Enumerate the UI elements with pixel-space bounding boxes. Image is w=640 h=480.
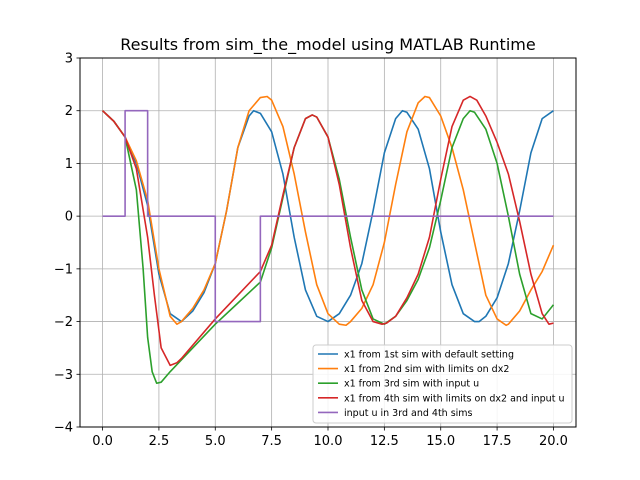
- legend: x1 from 1st sim with default setting x1 f…: [312, 344, 573, 424]
- chart-title: Results from sim_the_model using MATLAB …: [120, 35, 535, 55]
- legend-label: input u in 3rd and 4th sims: [344, 408, 473, 419]
- x-tick-label: 5.0: [205, 434, 226, 449]
- x-tick-label: 0.0: [92, 434, 113, 449]
- x-tick-label: 10.0: [314, 434, 343, 449]
- y-tick-label: 3: [65, 52, 73, 67]
- legend-label: x1 from 3rd sim with input u: [344, 379, 479, 390]
- series-line-2: [102, 95, 555, 327]
- legend-label: x1 from 4th sim with limits on dx2 and i…: [344, 393, 564, 404]
- y-tick-label: −1: [54, 262, 73, 277]
- y-axis-ticks: −4 −3 −2 −1 0 1 2 3: [54, 52, 80, 436]
- x-tick-label: 2.5: [149, 434, 170, 449]
- y-tick-label: −4: [54, 421, 73, 436]
- y-tick-label: −3: [54, 368, 73, 383]
- x-tick-label: 12.5: [370, 434, 399, 449]
- legend-label: x1 from 1st sim with default setting: [344, 350, 514, 361]
- y-tick-label: 0: [65, 210, 73, 225]
- x-tick-label: 7.5: [261, 434, 282, 449]
- series-line-5: [102, 109, 554, 323]
- x-tick-label: 15.0: [426, 434, 455, 449]
- legend-label: x1 from 2nd sim with limits on dx2: [344, 364, 509, 375]
- y-tick-label: −2: [54, 315, 73, 330]
- legend-box: [312, 344, 573, 424]
- x-axis-ticks: 0.0 2.5 5.0 7.5 10.0 12.5 15.0 17.5 20.0: [92, 427, 568, 449]
- x-tick-label: 17.5: [483, 434, 512, 449]
- y-tick-label: 2: [65, 104, 73, 119]
- y-tick-label: 1: [65, 157, 73, 172]
- series-lines: [102, 95, 555, 385]
- x-tick-label: 20.0: [539, 434, 568, 449]
